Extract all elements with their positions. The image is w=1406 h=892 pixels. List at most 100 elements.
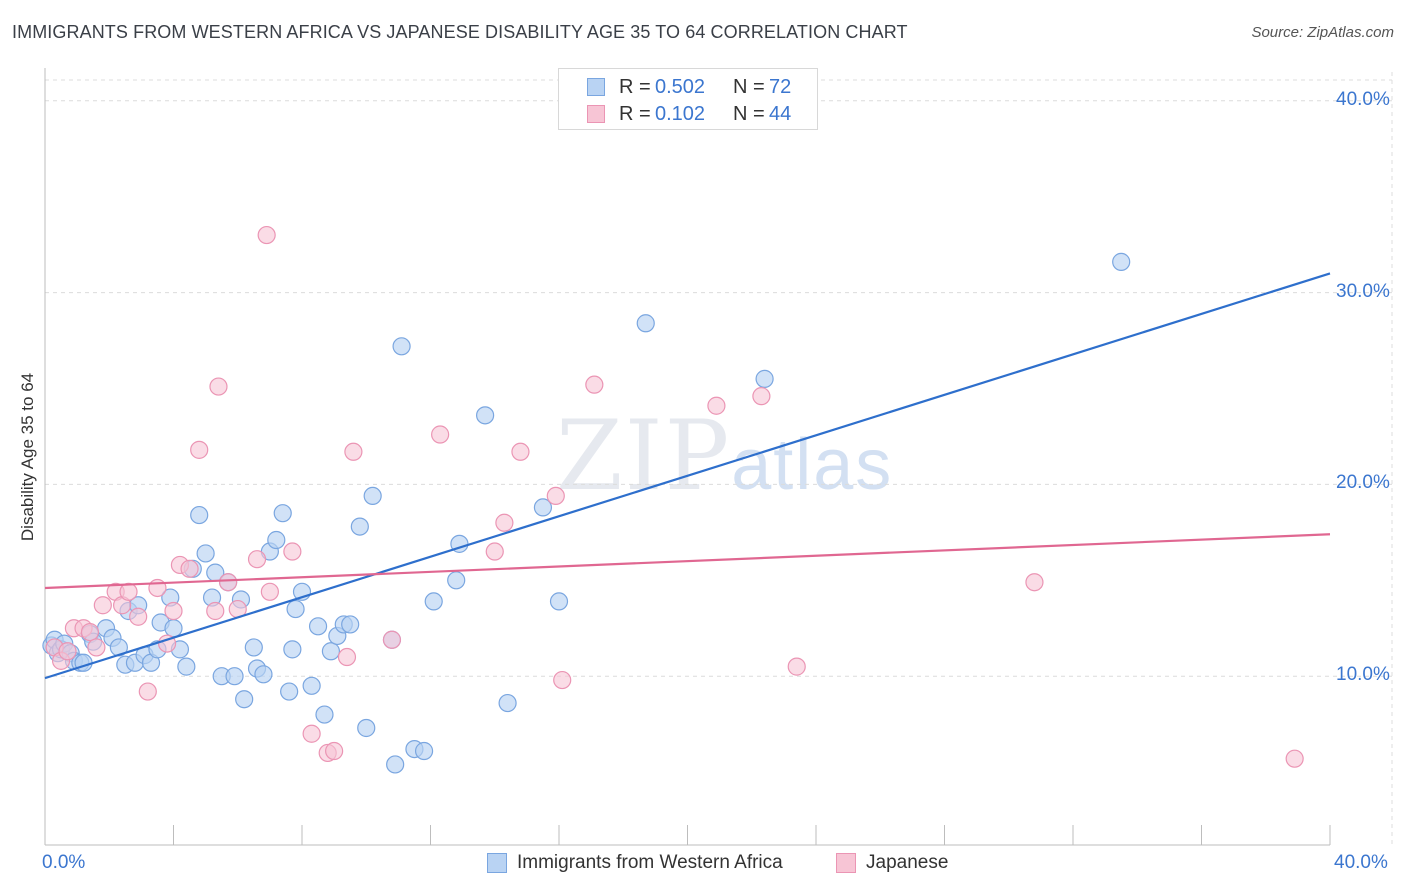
japanese-point bbox=[787, 657, 806, 676]
immigrants-point bbox=[476, 406, 495, 425]
immigrants-point bbox=[315, 705, 334, 724]
japanese-point bbox=[138, 682, 157, 701]
watermark: ZIPatlas bbox=[556, 400, 893, 512]
grid-lines bbox=[45, 72, 1393, 845]
japanese-point bbox=[129, 607, 148, 626]
bottom-legend-label-immigrants: Immigrants from Western Africa bbox=[517, 852, 783, 873]
stats-legend-row-japanese: R = 0.102 N = 44 bbox=[587, 102, 791, 126]
japanese-point bbox=[707, 396, 726, 415]
immigrants-point bbox=[447, 571, 466, 590]
japanese-point bbox=[302, 724, 321, 743]
japanese-point bbox=[87, 638, 106, 657]
japanese-point bbox=[209, 377, 228, 396]
immigrants-point bbox=[414, 741, 434, 761]
stats-legend-row-immigrants: R = 0.502 N = 72 bbox=[587, 75, 791, 99]
legend-swatch-pink bbox=[587, 105, 605, 123]
japanese-point bbox=[247, 550, 267, 569]
japanese-point bbox=[93, 596, 112, 615]
immigrants-point bbox=[341, 615, 360, 634]
immigrants-point bbox=[225, 667, 244, 686]
y-tick-label: 20.0% bbox=[1336, 472, 1390, 494]
immigrants-point bbox=[363, 486, 382, 506]
japanese-point bbox=[553, 670, 572, 690]
legend-r-value: 0.102 bbox=[655, 102, 706, 125]
bottom-legend-swatch-blue bbox=[487, 853, 507, 873]
immigrants-point bbox=[357, 718, 376, 738]
immigrants-point bbox=[190, 505, 209, 525]
japanese-point bbox=[431, 425, 450, 444]
immigrants-point bbox=[254, 665, 273, 684]
japanese-point bbox=[80, 622, 100, 642]
immigrants-point bbox=[235, 690, 254, 709]
bottom-legend-swatch-pink bbox=[836, 853, 856, 873]
immigrants-point bbox=[321, 642, 341, 661]
series-japanese-points bbox=[45, 225, 1304, 768]
japanese-point bbox=[337, 647, 357, 667]
japanese-point bbox=[344, 442, 363, 461]
japanese-point bbox=[511, 442, 530, 461]
japanese-point bbox=[1025, 573, 1044, 592]
immigrants-point bbox=[755, 369, 774, 388]
japanese-point bbox=[219, 573, 238, 592]
watermark-zip: ZIP bbox=[556, 400, 732, 512]
japanese-point bbox=[325, 741, 344, 761]
japanese-point bbox=[752, 387, 771, 406]
source-label: Source: ZipAtlas.com bbox=[1251, 24, 1394, 41]
y-axis-title: Disability Age 35 to 64 bbox=[18, 372, 37, 542]
y-tick-label: 40.0% bbox=[1336, 88, 1390, 110]
immigrants-point bbox=[273, 504, 292, 523]
immigrants-point bbox=[636, 314, 655, 333]
immigrants-point bbox=[164, 619, 183, 638]
japanese-point bbox=[585, 375, 604, 394]
immigrants-point bbox=[177, 657, 196, 676]
immigrants-trend-line bbox=[44, 272, 1331, 680]
immigrants-point bbox=[498, 693, 517, 713]
immigrants-point bbox=[533, 498, 553, 517]
bottom-legend-immigrants: Immigrants from Western Africa bbox=[487, 852, 783, 874]
japanese-point bbox=[495, 513, 514, 532]
immigrants-point bbox=[280, 682, 299, 701]
chart-title: IMMIGRANTS FROM WESTERN AFRICA VS JAPANE… bbox=[12, 22, 908, 42]
japanese-point bbox=[257, 225, 276, 245]
x-tick-label-max: 40.0% bbox=[1334, 852, 1388, 873]
watermark-atlas: atlas bbox=[731, 425, 894, 505]
immigrants-point bbox=[1112, 252, 1131, 271]
immigrants-point bbox=[350, 517, 369, 536]
japanese-point bbox=[119, 582, 138, 601]
japanese-point bbox=[206, 601, 225, 621]
immigrants-point bbox=[244, 638, 263, 657]
immigrants-point bbox=[267, 530, 286, 550]
legend-r-label: R = bbox=[619, 102, 651, 125]
japanese-point bbox=[190, 440, 209, 459]
legend-r-label: R = bbox=[619, 75, 651, 98]
japanese-point bbox=[260, 582, 279, 601]
axes bbox=[44, 68, 1331, 846]
legend-r-value: 0.502 bbox=[655, 75, 706, 98]
japanese-point bbox=[485, 542, 504, 561]
japanese-trend-line bbox=[44, 533, 1331, 590]
stats-legend: R = 0.502 N = 72 R = 0.102 N = 44 bbox=[558, 68, 818, 130]
legend-n-label: N = bbox=[733, 75, 765, 98]
immigrants-point bbox=[283, 640, 302, 659]
bottom-legend-label-japanese: Japanese bbox=[866, 852, 949, 873]
bottom-legend-japanese: Japanese bbox=[836, 852, 948, 874]
japanese-point bbox=[180, 559, 199, 578]
legend-swatch-blue bbox=[587, 78, 605, 96]
x-tick-label-min: 0.0% bbox=[42, 852, 86, 873]
immigrants-point bbox=[286, 599, 305, 619]
immigrants-point bbox=[392, 337, 411, 356]
trend-lines bbox=[44, 272, 1331, 680]
japanese-point bbox=[1285, 749, 1304, 768]
japanese-point bbox=[58, 642, 77, 661]
y-tick-label: 30.0% bbox=[1336, 280, 1390, 302]
immigrants-point bbox=[386, 755, 405, 774]
immigrants-point bbox=[424, 592, 443, 611]
legend-n-value: 44 bbox=[769, 102, 792, 125]
series-immigrants-points bbox=[42, 91, 1131, 774]
legend-n-label: N = bbox=[733, 102, 765, 125]
immigrants-point bbox=[302, 676, 321, 695]
japanese-point bbox=[382, 630, 402, 649]
legend-n-value: 72 bbox=[769, 75, 792, 98]
immigrants-point bbox=[549, 592, 569, 611]
